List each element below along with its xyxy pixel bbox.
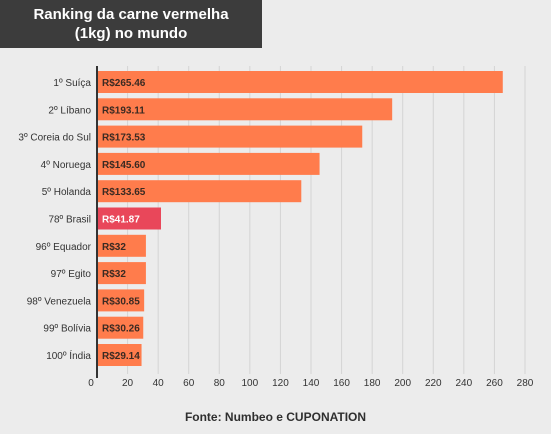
x-tick-label: 100 <box>242 378 259 389</box>
x-tick-label: 160 <box>333 378 350 389</box>
bar <box>98 125 363 148</box>
category-label: 78º Brasil <box>48 215 91 226</box>
category-label: 99º Bolívia <box>43 324 91 335</box>
bar <box>98 234 146 257</box>
bar <box>98 152 320 175</box>
bar-value-label: R$30.85 <box>102 296 140 307</box>
x-tick-label: 260 <box>486 378 503 389</box>
chart-title-line1: Ranking da carne vermelha <box>33 6 229 23</box>
bar <box>98 207 162 230</box>
x-tick-label: 280 <box>517 378 534 389</box>
category-label: 3º Coreia do Sul <box>18 133 91 144</box>
bar <box>98 98 393 121</box>
bar <box>98 316 144 339</box>
x-tick-label: 20 <box>122 378 134 389</box>
bar-value-label: R$145.60 <box>102 160 146 171</box>
x-tick-label: 180 <box>364 378 381 389</box>
bar-value-label: R$193.11 <box>102 105 145 116</box>
x-tick-label: 120 <box>272 378 289 389</box>
source-caption: Fonte: Numbeo e CUPONATION <box>184 410 367 424</box>
chart-title-box: Ranking da carne vermelha (1kg) no mundo <box>0 0 262 48</box>
bar-value-label: R$133.65 <box>102 187 146 198</box>
category-label: 4º Noruega <box>41 160 92 171</box>
category-label: 5º Holanda <box>42 187 92 198</box>
bar <box>98 262 146 285</box>
x-tick-label: 220 <box>425 378 442 389</box>
bar-value-label: R$32 <box>102 269 126 280</box>
x-tick-label: 200 <box>394 378 411 389</box>
bar <box>98 289 145 312</box>
x-tick-label: 40 <box>153 378 165 389</box>
category-label: 96º Equador <box>36 242 92 253</box>
x-tick-label: 80 <box>214 378 226 389</box>
bar-value-label: R$265.46 <box>102 78 146 89</box>
bar <box>98 71 503 93</box>
x-tick-label: 140 <box>303 378 320 389</box>
bar-value-label: R$41.87 <box>102 215 140 226</box>
category-label: 2º Líbano <box>48 105 91 116</box>
bar <box>98 180 302 203</box>
bar-value-label: R$30.26 <box>102 324 140 335</box>
x-tick-label: 240 <box>456 378 473 389</box>
bar-value-label: R$29.14 <box>102 351 140 362</box>
category-label: 1º Suíça <box>53 78 91 89</box>
category-label: 97º Egito <box>51 269 92 280</box>
x-tick-label: 60 <box>183 378 195 389</box>
category-label: 100º Índia <box>46 349 91 362</box>
x-tick-label: 0 <box>88 378 94 389</box>
bar-value-label: R$173.53 <box>102 133 146 144</box>
bar <box>98 344 142 366</box>
bar-value-label: R$32 <box>102 242 126 253</box>
category-label: 98º Venezuela <box>27 296 92 307</box>
chart-title-line2: (1kg) no mundo <box>74 25 188 42</box>
